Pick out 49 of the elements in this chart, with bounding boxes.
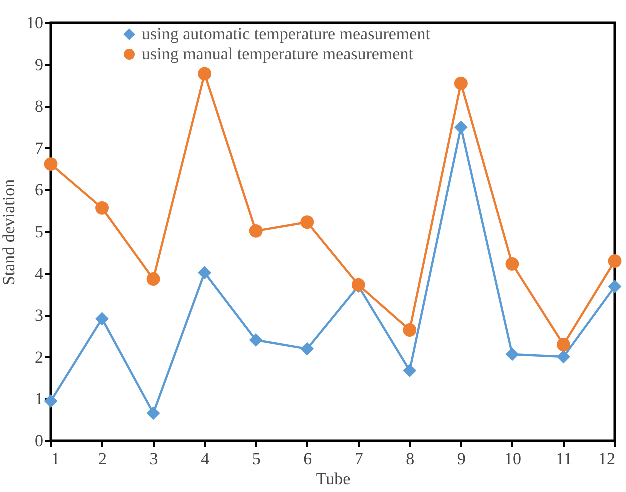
point [454,120,468,134]
y-tick-label: 2 [35,348,44,367]
x-tick-label: 9 [457,450,466,468]
point [557,350,570,364]
x-tick-label: 6 [304,450,312,468]
y-tick-label: 7 [35,138,44,158]
point [44,394,58,408]
y-tick-label: 3 [35,306,44,326]
point [198,266,212,280]
x-tick-label: 10 [504,450,522,468]
point [44,158,58,171]
x-axis-title: Tube [316,470,351,488]
y-axis-title: Stand deviation [0,178,18,286]
point [96,201,109,215]
point [300,342,314,356]
point [146,272,160,286]
point [608,280,622,294]
x-tick-label: 11 [556,450,572,468]
x-tick-label: 8 [406,450,415,468]
legend-label: using automatic temperature measurement [142,24,431,44]
point [249,334,263,347]
x-tick-label: 3 [150,450,158,468]
x-tick-label: 4 [201,450,210,468]
legend-label: using manual temperature measurement [142,44,414,64]
point [454,76,468,90]
y-tick-label: 8 [35,97,44,116]
point [403,324,417,337]
x-tick-label: 1 [52,450,60,468]
x-tick-label: 2 [98,450,108,468]
point [403,364,417,378]
y-tick-label: 1 [35,390,44,409]
y-tick-label: 9 [35,55,44,74]
x-tick-label: 5 [252,450,261,468]
point [506,257,520,271]
y-tick-label: 5 [35,222,44,242]
point [146,406,160,420]
y-tick-label: 0 [35,432,44,450]
y-tick-label: 6 [35,180,44,200]
x-tick-label: 12 [598,450,616,468]
y-tick-label: 10 [26,14,44,32]
x-tick-label: 7 [354,450,364,468]
point [249,224,263,238]
point [557,338,570,352]
y-tick-label: 4 [35,264,44,284]
point [300,216,314,230]
point [198,67,212,81]
point [608,254,622,268]
point [506,348,520,362]
point [96,312,109,326]
